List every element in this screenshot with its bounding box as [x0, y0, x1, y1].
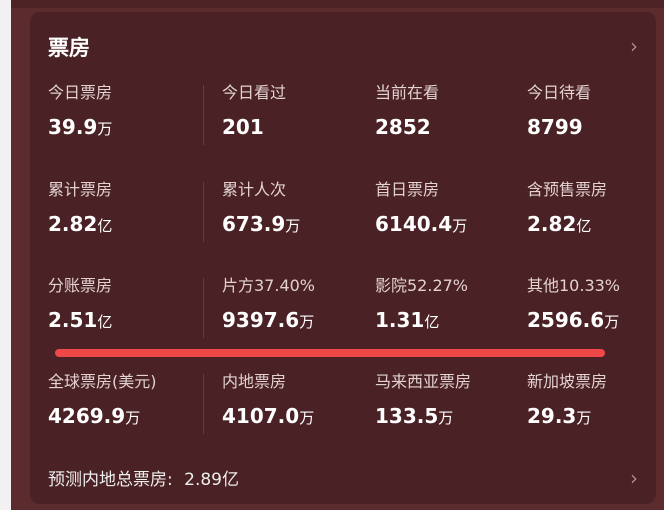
stat-cell: 当前在看 2852	[375, 79, 439, 139]
chevron-right-icon[interactable]: ›	[630, 466, 638, 490]
left-edge	[0, 0, 11, 510]
stat-unit: 亿	[97, 313, 113, 331]
stat-label: 当前在看	[375, 83, 440, 102]
forecast-row[interactable]: 预测内地总票房: 2.89亿	[48, 465, 239, 490]
stat-number: 39.9	[48, 115, 98, 139]
highlight-underline	[55, 349, 605, 357]
stat-value: 4107.0万	[222, 404, 314, 428]
stat-number: 673.9	[222, 212, 286, 236]
previous-card-edge	[11, 0, 664, 8]
stat-unit: 亿	[424, 313, 440, 331]
stat-label: 含预售票房	[527, 180, 608, 199]
stat-cell: 含预售票房 2.82亿	[527, 176, 607, 236]
stat-number: 2.82	[527, 212, 577, 236]
stat-label: 今日待看	[527, 83, 592, 102]
stat-cell: 今日待看 8799	[527, 79, 591, 139]
forecast-value: 2.89亿	[184, 470, 239, 490]
stat-cell: 其他10.33% 2596.6万	[527, 272, 620, 332]
stat-number: 133.5	[375, 404, 439, 428]
box-office-card[interactable]	[30, 12, 656, 504]
stat-value: 29.3万	[527, 404, 607, 428]
divider	[203, 182, 204, 242]
stat-number: 1.31	[375, 308, 425, 332]
stat-number: 2852	[375, 115, 431, 139]
stat-number: 2.51	[48, 308, 98, 332]
stat-unit: 万	[452, 217, 468, 235]
stat-number: 4107.0	[222, 404, 300, 428]
stat-value: 2.51亿	[48, 308, 112, 332]
stat-cell: 片方37.40% 9397.6万	[222, 272, 315, 332]
stat-label: 全球票房(美元)	[48, 372, 157, 391]
stat-cell: 首日票房 6140.4万	[375, 176, 467, 236]
stat-unit: 万	[97, 120, 113, 138]
stat-number: 201	[222, 115, 264, 139]
stat-value: 9397.6万	[222, 308, 315, 332]
stat-label: 片方37.40%	[222, 276, 316, 295]
stat-value: 2852	[375, 115, 439, 139]
stat-cell: 分账票房 2.51亿	[48, 272, 112, 332]
stat-unit: 万	[299, 409, 315, 427]
stat-cell: 累计人次 673.9万	[222, 176, 300, 236]
stat-label: 其他10.33%	[527, 276, 621, 295]
stat-cell: 新加坡票房 29.3万	[527, 368, 607, 428]
stat-unit: 亿	[576, 217, 592, 235]
stat-cell: 全球票房(美元) 4269.9万	[48, 368, 157, 428]
stat-unit: 亿	[97, 217, 113, 235]
stat-cell: 马来西亚票房 133.5万	[375, 368, 471, 428]
stat-unit: 万	[125, 409, 141, 427]
divider	[203, 278, 204, 338]
stat-label: 影院52.27%	[375, 276, 469, 295]
stat-number: 4269.9	[48, 404, 126, 428]
stat-label: 马来西亚票房	[375, 372, 472, 391]
stat-label: 累计票房	[48, 180, 113, 199]
forecast-label: 预测内地总票房:	[48, 470, 173, 490]
stat-value: 1.31亿	[375, 308, 468, 332]
stat-value: 2596.6万	[527, 308, 620, 332]
stat-cell: 今日票房 39.9万	[48, 79, 112, 139]
stat-number: 8799	[527, 115, 583, 139]
stat-number: 9397.6	[222, 308, 300, 332]
stat-cell: 内地票房 4107.0万	[222, 368, 314, 428]
stat-unit: 万	[604, 313, 620, 331]
stat-value: 2.82亿	[48, 212, 112, 236]
divider	[203, 85, 204, 145]
stat-number: 2596.6	[527, 308, 605, 332]
chevron-right-icon[interactable]: ›	[630, 34, 638, 58]
card-title: 票房	[48, 36, 90, 60]
stat-value: 6140.4万	[375, 212, 467, 236]
stat-label: 首日票房	[375, 180, 440, 199]
stat-unit: 万	[285, 217, 301, 235]
stat-cell: 今日看过 201	[222, 79, 286, 139]
stat-label: 内地票房	[222, 372, 287, 391]
stat-cell: 累计票房 2.82亿	[48, 176, 112, 236]
stat-label: 分账票房	[48, 276, 113, 295]
stat-label: 累计人次	[222, 180, 287, 199]
stat-cell: 影院52.27% 1.31亿	[375, 272, 468, 332]
stat-value: 201	[222, 115, 286, 139]
stat-value: 133.5万	[375, 404, 471, 428]
stat-label: 今日票房	[48, 83, 113, 102]
divider	[203, 374, 204, 434]
stat-label: 新加坡票房	[527, 372, 608, 391]
stat-number: 2.82	[48, 212, 98, 236]
stat-unit: 万	[576, 409, 592, 427]
stat-value: 8799	[527, 115, 591, 139]
stat-value: 4269.9万	[48, 404, 157, 428]
stat-unit: 万	[438, 409, 454, 427]
stat-value: 2.82亿	[527, 212, 607, 236]
stat-number: 29.3	[527, 404, 577, 428]
stat-label: 今日看过	[222, 83, 287, 102]
stat-value: 39.9万	[48, 115, 112, 139]
stat-value: 673.9万	[222, 212, 300, 236]
stat-number: 6140.4	[375, 212, 453, 236]
stat-unit: 万	[299, 313, 315, 331]
